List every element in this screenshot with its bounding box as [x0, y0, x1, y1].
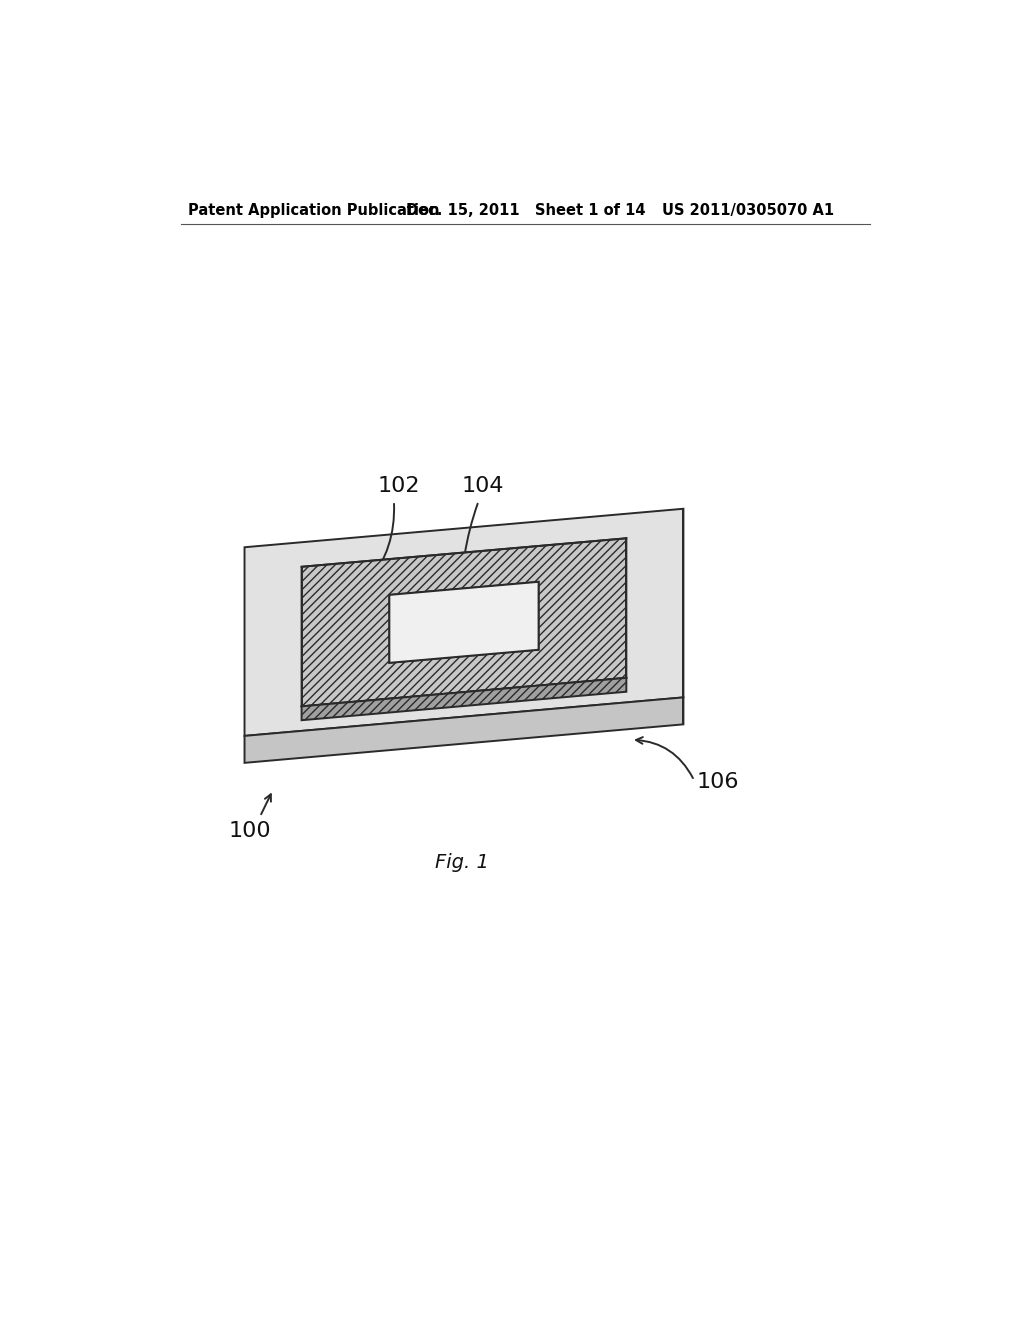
Polygon shape [302, 678, 627, 721]
Text: Dec. 15, 2011   Sheet 1 of 14: Dec. 15, 2011 Sheet 1 of 14 [407, 203, 646, 218]
Polygon shape [302, 539, 627, 706]
Polygon shape [245, 697, 683, 763]
Text: Fig. 1: Fig. 1 [435, 854, 488, 873]
Text: 106: 106 [696, 772, 739, 792]
Polygon shape [389, 582, 539, 663]
Text: 100: 100 [228, 821, 271, 841]
Polygon shape [245, 508, 683, 737]
Polygon shape [389, 582, 539, 663]
Text: 104: 104 [462, 475, 505, 495]
Text: Patent Application Publication: Patent Application Publication [188, 203, 440, 218]
Text: US 2011/0305070 A1: US 2011/0305070 A1 [662, 203, 834, 218]
Text: 102: 102 [377, 475, 420, 495]
